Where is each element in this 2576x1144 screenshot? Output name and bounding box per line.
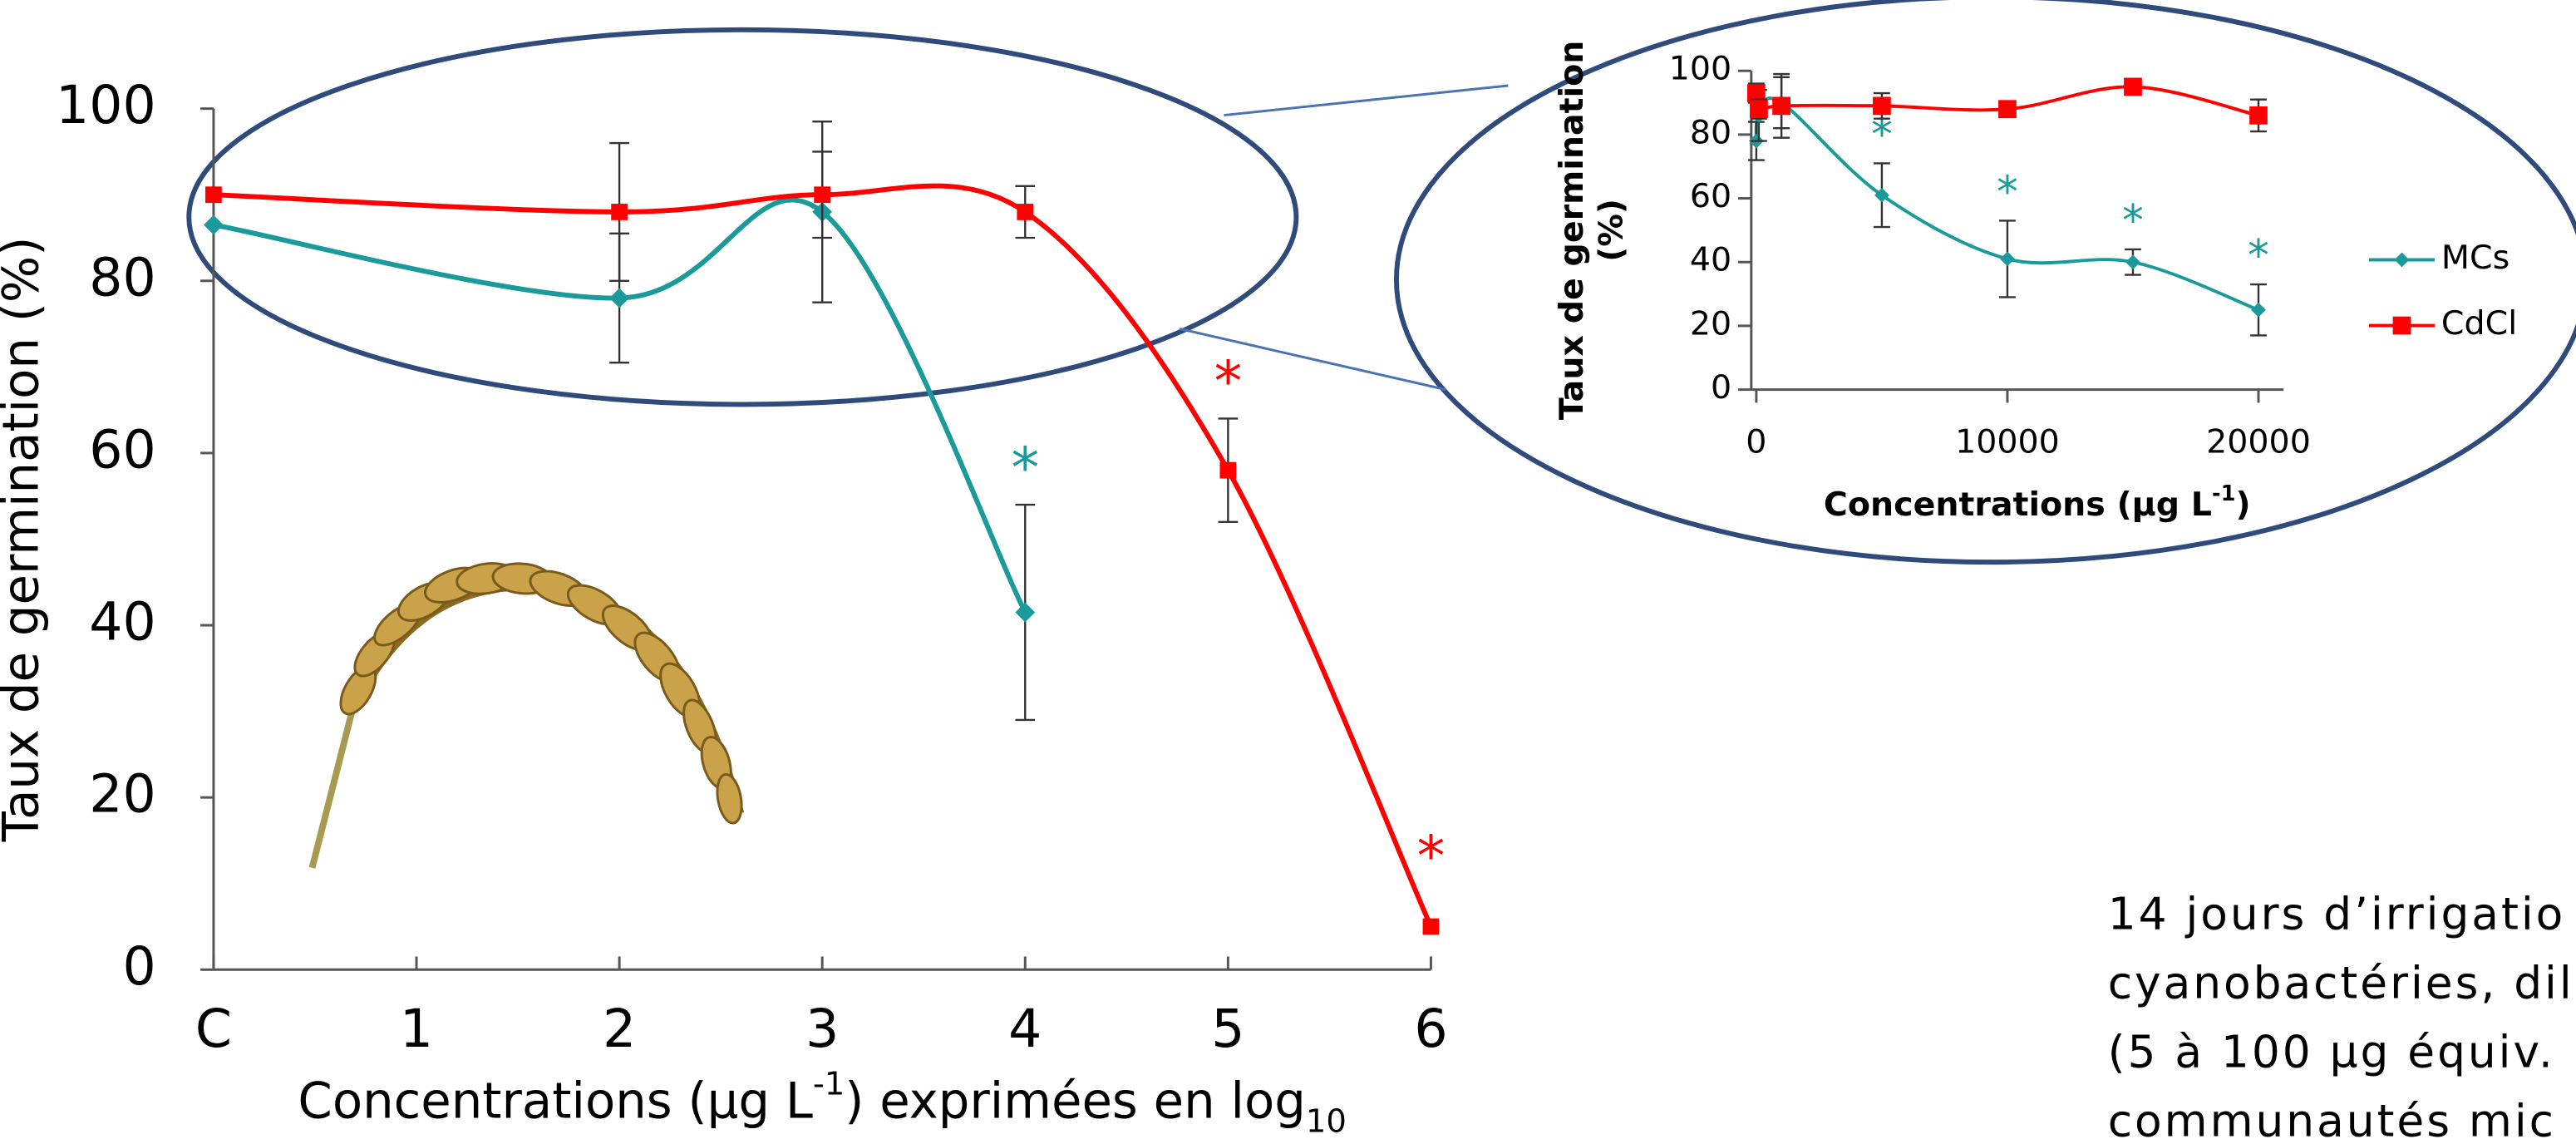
x-axis-title-part: ) [2235, 485, 2250, 523]
y-tick-label: 80 [89, 246, 155, 308]
significance-mark: * [2248, 231, 2269, 281]
series-line [213, 183, 1434, 928]
x-tick-label: 5 [1211, 998, 1244, 1059]
data-point [1772, 96, 1790, 116]
chart: 0 20 40 60 80 100 C 1 2 3 4 5 6 Concentrations (µg L-… [0, 74, 1448, 1140]
data-point [204, 214, 224, 235]
x-tick-label: 2 [603, 998, 636, 1059]
inset-ellipse [1394, 0, 2576, 565]
x-tick-label: 4 [1008, 998, 1042, 1059]
y-tick-label: 60 [89, 418, 155, 480]
data-point [1219, 461, 1237, 479]
caption-line: 14 jours d’irrigatio [2108, 888, 2566, 940]
data-point [1015, 602, 1036, 623]
data-point [814, 186, 831, 204]
x-axis-title-part: Concentrations (µg L [1824, 485, 2212, 523]
series-line [213, 197, 1027, 614]
legend-label: CdCl [2441, 304, 2517, 343]
significance-mark: * [1417, 823, 1446, 888]
significance-mark: * [1214, 349, 1243, 414]
y-tick-label: 20 [1690, 304, 1731, 343]
data-point [611, 204, 628, 220]
data-point [2249, 106, 2268, 125]
significance-mark: * [2122, 196, 2144, 246]
data-point [1747, 84, 1766, 102]
chart: 0 20 40 60 80 100 0 10000 20000 Concentrations (µ… [1553, 41, 2517, 524]
x-tick-label: C [195, 998, 232, 1059]
data-point [2124, 77, 2142, 96]
y-axis-title: (%) [1592, 199, 1630, 262]
caption-line: communautés mic [2108, 1095, 2556, 1144]
data-point [1750, 100, 1768, 119]
data-point [1873, 96, 1891, 116]
y-axis-title: Taux de germination (%) [0, 237, 50, 843]
x-axis-title-part: Concentrations (µg L [298, 1072, 812, 1129]
x-axis-title: Concentrations (µg L-1) [1824, 481, 2251, 523]
x-tick-label: 6 [1414, 998, 1447, 1059]
wheat-illustration [308, 562, 745, 869]
data-point [2251, 302, 2266, 318]
x-tick-label: 20000 [2206, 422, 2311, 461]
y-tick-label: 0 [1711, 368, 1731, 407]
x-axis-title-part: -1 [813, 1065, 845, 1102]
caption-line: cyanobactéries, dil [2108, 957, 2574, 1009]
y-tick-label: 40 [1690, 241, 1731, 279]
y-tick-label: 0 [123, 935, 156, 997]
data-point [1998, 100, 2017, 119]
caption: 14 jours d’irrigatio cyanobactéries, dil (… [2108, 888, 2574, 1144]
data-point [2125, 254, 2140, 270]
data-point [609, 288, 629, 308]
legend-marker [2394, 252, 2410, 268]
data-point [1017, 204, 1034, 220]
significance-mark: * [1997, 168, 2018, 218]
caption-line: (5 à 100 µg équiv. [2108, 1026, 2555, 1078]
zoom-ellipse [186, 27, 1299, 407]
y-tick-label: 20 [89, 763, 155, 825]
y-tick-label: 100 [56, 74, 156, 136]
x-axis-title-part: -1 [2212, 481, 2236, 505]
data-point [205, 186, 222, 204]
x-axis-title-part: ) exprimées en log [845, 1072, 1306, 1129]
x-axis-title-part: 10 [1306, 1102, 1347, 1140]
x-tick-label: 3 [805, 998, 839, 1059]
legend-label: MCs [2441, 239, 2510, 277]
x-tick-label: 1 [400, 998, 433, 1059]
y-tick-label: 60 [1690, 177, 1731, 215]
y-tick-label: 80 [1690, 113, 1731, 151]
y-tick-label: 100 [1669, 50, 1731, 88]
y-tick-label: 40 [89, 591, 155, 653]
x-tick-label: 0 [1746, 422, 1766, 461]
y-axis-title: Taux de germination [1553, 41, 1591, 421]
x-tick-label: 10000 [1955, 422, 2060, 461]
significance-mark: * [1011, 435, 1039, 500]
data-point [2000, 251, 2015, 267]
connector [1224, 84, 1509, 117]
data-point [1422, 918, 1440, 935]
connector [1179, 328, 1446, 392]
x-axis-title: Concentrations (µg L-1) exprimées en log… [298, 1065, 1347, 1140]
legend-marker [2392, 316, 2411, 335]
